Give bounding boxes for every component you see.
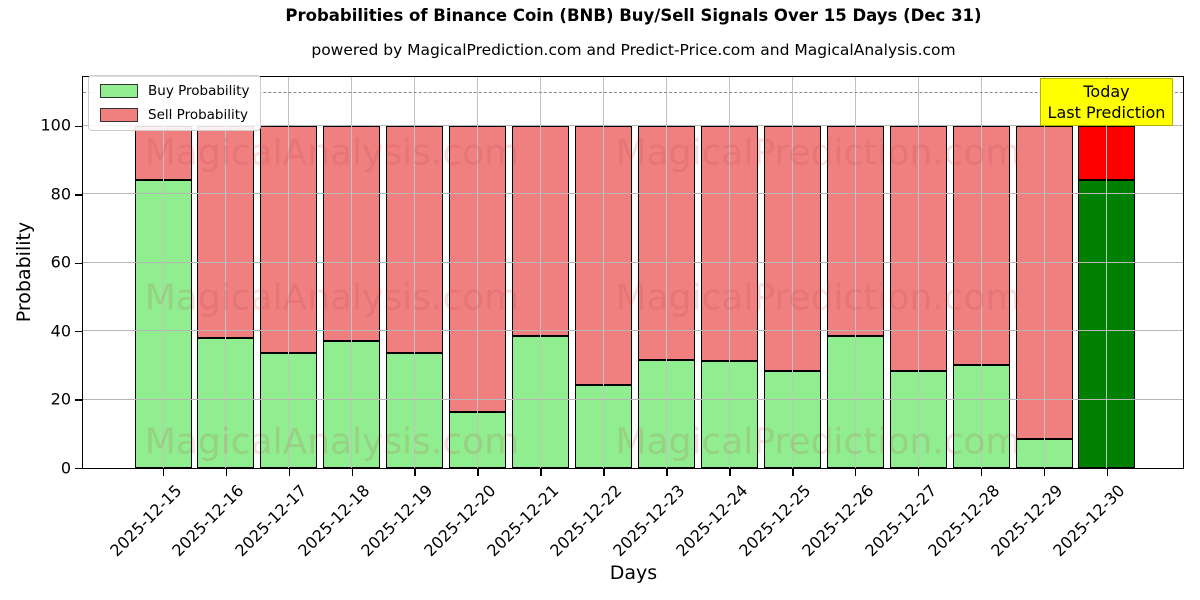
y-gridline [83,330,1183,332]
y-tickmark [75,467,82,470]
x-tickmark [351,468,354,476]
legend-item-sell: Sell Probability [100,107,249,123]
x-tickmark [917,468,920,476]
x-tickmark [288,468,291,476]
sell-color-swatch [100,108,138,122]
x-gridline [414,77,416,468]
watermark-text: MagicalAnalysis.com [144,132,520,174]
annotation-line-2: Last Prediction [1047,103,1166,122]
y-gridline [83,261,1183,263]
y-tickmark [75,399,82,401]
x-gridline [1106,77,1108,468]
chart-subtitle: powered by MagicalPrediction.com and Pre… [311,41,956,59]
x-gridline [540,77,542,468]
watermark-text: MagicalPrediction.com [615,132,1021,174]
x-gridline [854,77,856,468]
y-gridline [83,193,1183,195]
y-tickmark [75,194,82,196]
watermark-text: MagicalAnalysis.com [144,421,520,463]
x-gridline [1043,77,1045,468]
x-gridline [288,77,290,468]
x-tickmark [666,468,668,476]
watermark-text: MagicalPrediction.com [615,421,1021,463]
legend-item-buy: Buy Probability [100,83,249,99]
legend-label-sell: Sell Probability [148,107,249,123]
y-tick-label: 0 [60,458,71,478]
plot-area: Buy Probability Sell Probability Magical… [82,75,1184,469]
x-tickmark [603,468,605,476]
x-tickmark [854,468,857,476]
x-tickmark [225,468,228,476]
x-gridline [728,77,730,468]
watermark-text: MagicalPrediction.com [615,277,1021,319]
x-tickmark [477,468,479,476]
y-tick-label: 60 [50,252,71,272]
x-gridline [477,77,479,468]
x-tickmark [1106,468,1109,476]
watermark-text: MagicalAnalysis.com [144,277,520,319]
x-gridline [917,77,919,468]
x-tickmark [540,468,542,476]
annotation-line-1: Today [1083,82,1130,101]
y-tickmark [75,262,82,264]
x-gridline [603,77,604,468]
x-axis-label: Days [609,562,658,584]
x-gridline [980,77,982,468]
x-gridline [351,77,353,468]
y-tickmark [75,125,82,128]
x-tickmark [729,468,731,476]
x-tickmark [792,468,794,476]
y-tick-label: 40 [50,321,71,341]
x-tickmark [162,468,165,476]
today-last-prediction-annotation: Today Last Prediction [1040,78,1173,126]
x-tickmark [1043,468,1046,476]
buy-color-swatch [100,84,138,98]
x-gridline [225,77,227,468]
y-tick-label: 20 [50,389,71,409]
y-gridline [83,398,1183,400]
y-tickmark [75,330,82,333]
dashed-threshold-line [83,91,1183,93]
y-tick-label: 80 [50,184,71,204]
x-tickmark [414,468,416,476]
y-gridline [83,124,1183,126]
x-gridline [791,77,793,468]
y-tick-label: 100 [40,115,71,135]
x-tickmark [980,468,983,476]
x-gridline [665,77,667,468]
chart-title: Probabilities of Binance Coin (BNB) Buy/… [285,6,982,25]
legend-label-buy: Buy Probability [148,83,250,99]
x-gridline [162,77,164,468]
legend: Buy Probability Sell Probability [88,75,262,131]
